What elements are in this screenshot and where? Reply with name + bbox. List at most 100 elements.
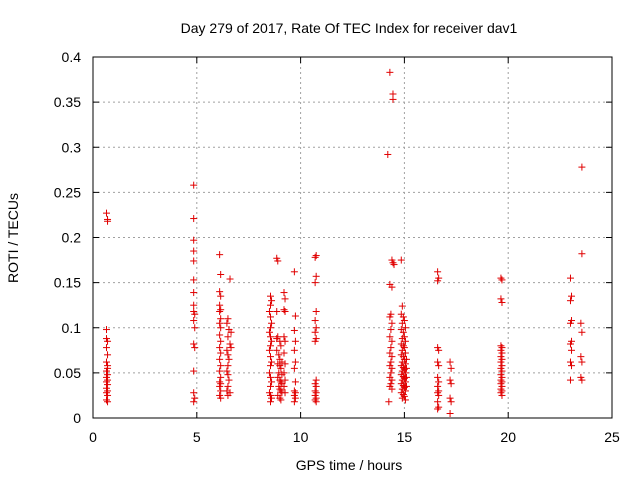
data-point [224,351,232,359]
data-point [102,344,110,352]
data-point [388,283,396,291]
data-point [191,344,199,352]
data-point [578,376,586,384]
data-point [578,163,586,171]
data-point [447,398,455,406]
data-point [312,382,320,390]
data-point [224,333,232,341]
data-point [266,313,274,321]
data-point [577,319,585,327]
data-point [566,319,574,327]
y-tick-label: 0.3 [62,139,82,155]
data-point [224,362,232,370]
y-tick-label: 0.05 [54,365,81,381]
data-point [311,253,319,261]
data-point [434,268,442,276]
data-point [388,353,396,361]
data-point [498,276,506,284]
data-point [401,387,409,395]
data-point [190,181,198,189]
data-point [398,319,406,327]
data-point [268,394,276,402]
data-point [312,252,320,260]
data-point [397,256,405,264]
data-point [280,382,288,390]
data-point [399,363,407,371]
data-point [266,342,274,350]
y-tick-label: 0 [73,410,81,426]
data-point [497,295,505,303]
data-point [216,251,224,259]
data-point [281,360,289,368]
y-tick-label: 0.15 [54,275,81,291]
data-point [497,358,505,366]
data-point [190,301,198,309]
data-point [399,372,407,380]
data-point [104,398,112,406]
data-point [102,367,110,375]
data-point [277,396,285,404]
data-point [226,275,234,283]
data-point [434,398,442,406]
data-point [265,308,273,316]
data-point [290,326,298,334]
data-point [498,367,506,375]
data-point [276,394,284,402]
data-point [281,337,289,345]
data-point [281,376,289,384]
data-point [266,398,274,406]
data-point [217,373,225,381]
data-point [273,346,281,354]
x-tick-label: 5 [193,429,201,445]
y-tick-label: 0.35 [54,94,81,110]
data-point [386,333,394,341]
data-point [566,376,574,384]
data-point [497,274,505,282]
data-point [216,308,224,316]
data-point [266,301,274,309]
data-point [402,373,410,381]
data-point [190,276,198,284]
axis-ticks [92,56,613,419]
data-point [291,312,299,320]
data-point [386,313,394,321]
data-point [399,328,407,336]
data-point [389,259,397,267]
data-point [104,337,112,345]
data-point [216,355,224,363]
data-point [312,398,320,406]
data-point [217,337,225,345]
data-point [386,349,394,357]
data-point [226,340,234,348]
data-point [577,353,585,361]
x-tick-label: 20 [500,429,516,445]
data-point [276,385,284,393]
data-point [274,333,282,341]
data-point [401,337,409,345]
data-point [226,389,234,397]
data-point [434,277,442,285]
grid-lines [93,57,612,418]
data-point [398,367,406,375]
data-point [217,362,225,370]
data-point [216,367,224,375]
data-point [268,378,276,386]
data-point [223,387,231,395]
data-point [434,373,442,381]
data-point [190,215,198,223]
data-point [268,337,276,345]
data-point [190,289,198,297]
data-point [227,344,235,352]
data-point [498,349,506,357]
data-point [104,381,112,389]
data-point [266,353,274,361]
data-point [401,324,409,332]
data-point [312,324,320,332]
data-point [224,315,232,323]
y-tick-labels: 0 0.05 0.1 0.15 0.2 0.25 0.3 0.35 0.4 [54,49,81,426]
data-point [274,257,282,265]
data-point [217,306,225,314]
data-point [277,387,285,395]
data-point [388,337,396,345]
